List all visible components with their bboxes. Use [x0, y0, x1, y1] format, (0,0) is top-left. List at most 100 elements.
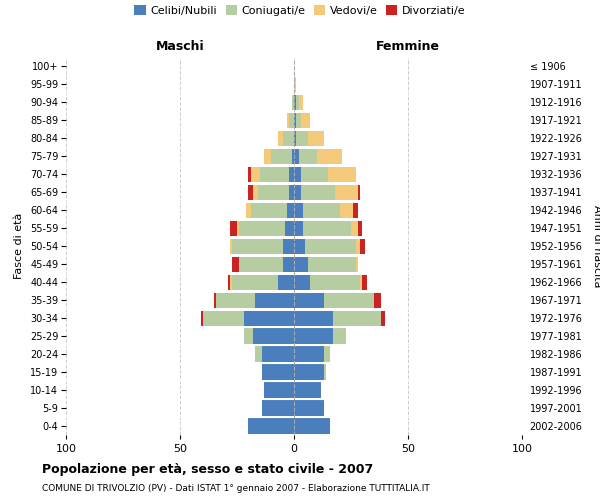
Bar: [228, 274, 230, 290]
Bar: [294, 131, 296, 146]
Bar: [244, 328, 253, 344]
Bar: [335, 184, 358, 200]
Bar: [294, 202, 303, 218]
Bar: [283, 256, 294, 272]
Bar: [380, 310, 385, 326]
Bar: [278, 131, 283, 146]
Bar: [217, 292, 255, 308]
Bar: [323, 364, 326, 380]
Bar: [362, 274, 367, 290]
Bar: [294, 274, 310, 290]
Bar: [296, 113, 301, 128]
Bar: [287, 113, 289, 128]
Bar: [203, 310, 244, 326]
Bar: [374, 292, 380, 308]
Bar: [358, 220, 362, 236]
Y-axis label: Anni di nascita: Anni di nascita: [592, 205, 600, 288]
Bar: [292, 148, 294, 164]
Bar: [262, 346, 294, 362]
Bar: [296, 131, 308, 146]
Bar: [271, 148, 292, 164]
Bar: [356, 238, 360, 254]
Bar: [285, 220, 294, 236]
Bar: [294, 310, 333, 326]
Bar: [262, 364, 294, 380]
Bar: [200, 310, 203, 326]
Bar: [333, 310, 380, 326]
Bar: [294, 292, 323, 308]
Bar: [296, 95, 299, 110]
Bar: [294, 148, 299, 164]
Bar: [251, 166, 260, 182]
Bar: [294, 77, 296, 92]
Bar: [294, 418, 331, 434]
Bar: [237, 220, 239, 236]
Bar: [299, 95, 303, 110]
Legend: Celibi/Nubili, Coniugati/e, Vedovi/e, Divorziati/e: Celibi/Nubili, Coniugati/e, Vedovi/e, Di…: [130, 0, 470, 20]
Bar: [299, 148, 317, 164]
Bar: [360, 238, 365, 254]
Bar: [265, 148, 271, 164]
Bar: [294, 400, 323, 415]
Bar: [351, 220, 358, 236]
Bar: [255, 292, 294, 308]
Bar: [232, 238, 283, 254]
Bar: [292, 95, 294, 110]
Bar: [294, 238, 305, 254]
Bar: [257, 184, 289, 200]
Bar: [294, 256, 308, 272]
Bar: [301, 166, 328, 182]
Bar: [328, 166, 356, 182]
Bar: [301, 184, 335, 200]
Bar: [248, 418, 294, 434]
Bar: [294, 328, 333, 344]
Text: Popolazione per età, sesso e stato civile - 2007: Popolazione per età, sesso e stato civil…: [42, 462, 373, 475]
Bar: [294, 382, 322, 398]
Bar: [246, 202, 251, 218]
Bar: [232, 256, 239, 272]
Bar: [294, 184, 301, 200]
Bar: [360, 274, 362, 290]
Bar: [358, 184, 360, 200]
Bar: [287, 202, 294, 218]
Bar: [214, 292, 217, 308]
Bar: [253, 328, 294, 344]
Bar: [260, 166, 289, 182]
Bar: [294, 95, 296, 110]
Bar: [323, 292, 374, 308]
Bar: [248, 166, 251, 182]
Bar: [340, 202, 353, 218]
Bar: [303, 220, 351, 236]
Text: COMUNE DI TRIVOLZIO (PV) - Dati ISTAT 1° gennaio 2007 - Elaborazione TUTTITALIA.: COMUNE DI TRIVOLZIO (PV) - Dati ISTAT 1°…: [42, 484, 430, 493]
Y-axis label: Fasce di età: Fasce di età: [14, 213, 25, 280]
Bar: [323, 346, 331, 362]
Bar: [239, 256, 283, 272]
Bar: [289, 184, 294, 200]
Bar: [294, 220, 303, 236]
Bar: [301, 113, 310, 128]
Bar: [289, 113, 294, 128]
Bar: [283, 238, 294, 254]
Bar: [278, 274, 294, 290]
Bar: [230, 274, 232, 290]
Bar: [294, 364, 323, 380]
Bar: [333, 328, 346, 344]
Bar: [262, 400, 294, 415]
Bar: [356, 256, 358, 272]
Bar: [317, 148, 342, 164]
Bar: [294, 166, 301, 182]
Bar: [308, 131, 323, 146]
Bar: [230, 238, 232, 254]
Bar: [239, 220, 285, 236]
Bar: [310, 274, 360, 290]
Bar: [244, 310, 294, 326]
Bar: [230, 220, 237, 236]
Bar: [294, 346, 323, 362]
Bar: [303, 202, 340, 218]
Bar: [308, 256, 356, 272]
Bar: [232, 274, 278, 290]
Bar: [255, 346, 262, 362]
Bar: [253, 184, 257, 200]
Bar: [294, 113, 296, 128]
Bar: [289, 166, 294, 182]
